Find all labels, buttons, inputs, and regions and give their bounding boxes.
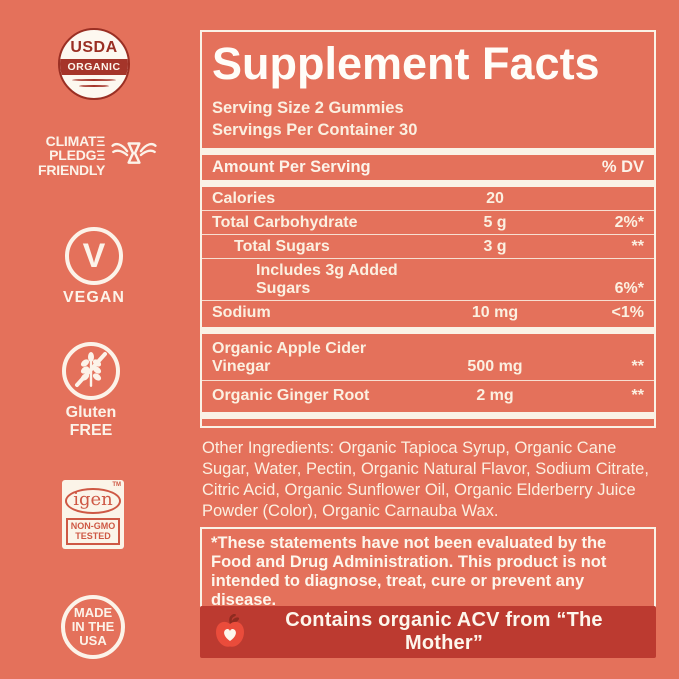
nutrient-dv: <1%	[611, 304, 644, 321]
usda-field-line	[72, 79, 116, 81]
climate-line-1: CLIMATΞ	[45, 133, 106, 149]
usda-organic-label: ORGANIC	[60, 59, 128, 75]
divider-thin	[202, 300, 654, 301]
nutrient-dv: **	[631, 358, 644, 375]
nutrient-amount: 3 g	[483, 238, 507, 255]
table-row: Total Sugars 3 g **	[202, 235, 654, 258]
table-row: Sodium 10 mg <1%	[202, 301, 654, 324]
table-row: Organic Ginger Root 2 mg **	[202, 381, 654, 409]
usda-label: USDA	[70, 39, 118, 56]
climate-line-2: PLEDGΞ	[49, 147, 106, 164]
gluten-label-line1: Gluten	[65, 404, 117, 421]
divider-thin	[202, 258, 654, 259]
nutrient-dv: 6%*	[614, 280, 644, 297]
nutrient-name: Sodium	[212, 304, 271, 321]
vegan-letter: V	[82, 236, 106, 275]
nutrient-dv: **	[631, 387, 644, 404]
divider-thick	[202, 412, 654, 419]
divider-thin	[202, 234, 654, 235]
usda-field-line	[79, 85, 109, 87]
vegan-label: VEGAN	[63, 289, 125, 306]
apple-heart-icon	[216, 614, 244, 647]
nutrient-dv: 2%*	[614, 214, 644, 231]
nutrient-amount: 500 mg	[467, 358, 523, 375]
acv-banner-text: Contains organic ACV from “The Mother”	[285, 609, 603, 654]
nutrient-dv: **	[631, 238, 644, 255]
table-row: Total Carbohydrate 5 g 2%*	[202, 211, 654, 234]
divider-thick	[202, 327, 654, 334]
igen-logo: igen	[65, 488, 121, 514]
nutrient-name: Organic Ginger Root	[212, 387, 370, 404]
igen-nongmo-label: NON-GMO	[70, 521, 116, 531]
table-row: Includes 3g Added Sugars 6%*	[202, 259, 654, 300]
supplement-facts-panel: Supplement Facts Serving Size 2 Gummies …	[200, 30, 656, 428]
usa-line-3: USA	[79, 633, 107, 649]
nutrient-name: Total Carbohydrate	[212, 214, 358, 231]
divider-thick	[202, 180, 654, 187]
nutrient-name: Calories	[212, 190, 276, 207]
usa-line-2: IN THE	[71, 618, 115, 634]
nutrient-name: Includes 3g Added Sugars	[256, 262, 398, 297]
usda-organic-seal-icon: USDA ORGANIC	[58, 28, 130, 100]
igen-tm-mark: TM	[112, 482, 121, 488]
nutrient-name: Total Sugars	[234, 238, 330, 255]
gluten-free-badge: Gluten FREE	[62, 342, 120, 439]
fda-disclaimer-text: *These statements have not been evaluate…	[211, 534, 607, 609]
climate-line-3: FRIENDLY	[38, 161, 106, 178]
nutrient-amount: 10 mg	[471, 304, 519, 321]
footnote-text: Percent Daily Values are based on a 2,00…	[232, 425, 585, 426]
igen-non-gmo-badge: TM igen NON-GMO TESTED	[62, 480, 124, 549]
gluten-label-line2: FREE	[69, 421, 113, 439]
nutrient-name: Organic Apple Cider Vinegar	[212, 340, 367, 375]
amount-per-serving-header: Amount Per Serving	[212, 158, 371, 176]
other-ingredients-text: Other Ingredients: Organic Tapioca Syrup…	[202, 439, 649, 520]
footnote-mark: *	[212, 425, 232, 426]
divider-thin	[202, 380, 654, 381]
servings-per-container: Servings Per Container 30	[212, 121, 418, 139]
fda-disclaimer-box: *These statements have not been evaluate…	[200, 527, 656, 618]
nutrient-amount: 20	[486, 190, 504, 207]
vegan-circle-icon: V	[64, 227, 123, 285]
made-in-usa-badge: MADE IN THE USA	[61, 595, 125, 659]
table-row: Calories 20	[202, 187, 654, 210]
vegan-badge: V VEGAN	[63, 227, 125, 307]
climate-pledge-friendly-badge: CLIMATΞ PLEDGΞ FRIENDLY	[38, 134, 157, 177]
table-header: Amount Per Serving % DV	[202, 155, 654, 180]
usa-line-1: MADE	[73, 604, 113, 620]
crossed-wheat-icon	[75, 352, 107, 387]
table-row: Organic Apple Cider Vinegar 500 mg **	[202, 334, 654, 380]
usda-organic-badge: USDA ORGANIC	[58, 28, 130, 100]
acv-banner: Contains organic ACV from “The Mother”	[200, 606, 656, 658]
footnotes: * Percent Daily Values are based on a 2,…	[202, 419, 654, 426]
nutrient-amount: 2 mg	[476, 387, 514, 404]
dv-header: % DV	[601, 158, 644, 176]
winged-hourglass-icon	[111, 142, 157, 165]
panel-title: Supplement Facts	[212, 38, 600, 89]
gluten-free-circle-icon	[62, 342, 120, 400]
divider-thin	[202, 210, 654, 211]
nutrient-amount: 5 g	[483, 214, 507, 231]
divider-thick	[202, 148, 654, 155]
igen-tested-label: TESTED	[75, 531, 111, 542]
serving-size: Serving Size 2 Gummies	[212, 99, 404, 117]
